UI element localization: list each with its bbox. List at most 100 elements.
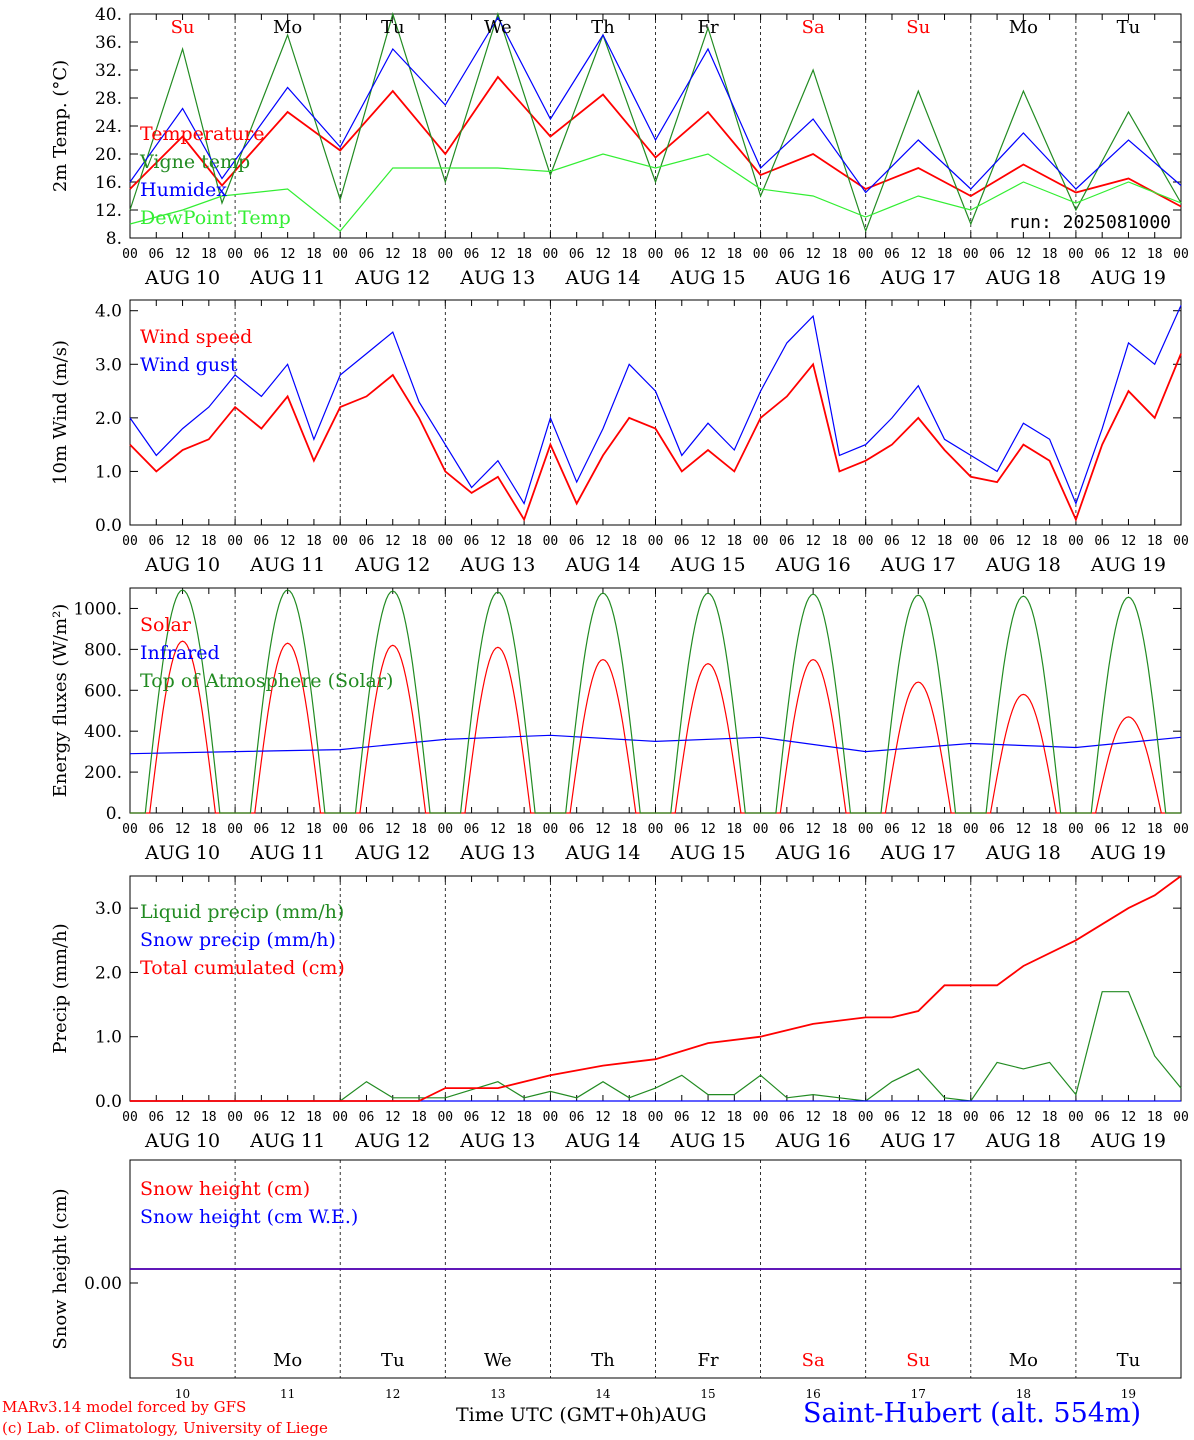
hour-tick-label: 00: [122, 822, 138, 837]
y-tick-label: 400.: [84, 722, 122, 742]
hour-tick-label: 12: [805, 822, 821, 837]
panel-2: [129, 299, 1182, 526]
y-axis-label: 10m Wind (m/s): [50, 340, 71, 485]
hour-tick-label: 00: [122, 1110, 138, 1125]
y-tick-label: 3.0: [95, 899, 122, 919]
hour-tick-label: 18: [937, 1110, 953, 1125]
hour-tick-label: 12: [385, 534, 401, 549]
hour-tick-label: 18: [201, 534, 217, 549]
hour-tick-label: 12: [805, 534, 821, 549]
day-label: AUG 13: [459, 1130, 535, 1152]
hour-tick-label: 18: [1042, 247, 1058, 262]
day-label: AUG 18: [985, 554, 1061, 576]
series-line: [129, 353, 1182, 523]
hour-tick-label: 18: [201, 247, 217, 262]
hour-tick-label: 12: [700, 1110, 716, 1125]
day-number: 15: [700, 1387, 715, 1401]
series-line: [129, 153, 1182, 232]
hour-tick-label: 18: [726, 247, 742, 262]
hour-tick-label: 00: [963, 1110, 979, 1125]
y-tick-label: 36.: [95, 33, 122, 53]
y-axis-label: Energy fluxes (W/m²): [50, 604, 71, 798]
weekday-label: Tu: [381, 17, 405, 38]
y-tick-label: 2.0: [95, 963, 122, 983]
hour-tick-label: 06: [674, 534, 690, 549]
day-label: AUG 12: [354, 267, 430, 289]
hour-tick-label: 06: [254, 1110, 270, 1125]
series-line: [130, 589, 1181, 814]
hour-tick-label: 18: [832, 247, 848, 262]
day-label: AUG 15: [669, 267, 745, 289]
hour-tick-label: 00: [858, 1110, 874, 1125]
day-label: AUG 10: [144, 842, 220, 864]
weekday-label: Mo: [273, 1350, 302, 1371]
y-tick-label: 0.: [106, 804, 122, 824]
series-line: [129, 11, 1182, 233]
hour-tick-label: 00: [1173, 822, 1189, 837]
panel-4: [129, 875, 1182, 1102]
hour-tick-label: 00: [1068, 822, 1084, 837]
hour-tick-label: 00: [1068, 1110, 1084, 1125]
legend-entry: Top of Atmosphere (Solar): [140, 670, 393, 692]
day-number: 17: [911, 1387, 926, 1401]
hour-tick-label: 00: [648, 534, 664, 549]
day-label: AUG 15: [669, 554, 745, 576]
hour-tick-label: 00: [858, 822, 874, 837]
weekday-label: Sa: [802, 1350, 825, 1371]
hour-tick-label: 12: [280, 1110, 296, 1125]
hour-tick-label: 12: [175, 822, 191, 837]
y-tick-label: 4.0: [95, 302, 122, 322]
hour-tick-label: 12: [700, 822, 716, 837]
weekday-label: Th: [591, 1350, 615, 1371]
hour-tick-label: 00: [332, 822, 348, 837]
hour-tick-label: 12: [280, 247, 296, 262]
day-label: AUG 16: [775, 1130, 851, 1152]
day-label: AUG 10: [144, 267, 220, 289]
hour-tick-label: 00: [1068, 534, 1084, 549]
y-tick-label: 12.: [95, 201, 122, 221]
weekday-label: Su: [906, 17, 930, 38]
hour-tick-label: 00: [648, 247, 664, 262]
hour-tick-label: 12: [490, 822, 506, 837]
hour-tick-label: 06: [779, 534, 795, 549]
hour-tick-label: 18: [621, 822, 637, 837]
hour-tick-label: 06: [359, 247, 375, 262]
hour-tick-label: 00: [963, 247, 979, 262]
station-name: Saint-Hubert (alt. 554m): [803, 1398, 1142, 1429]
hour-tick-label: 12: [595, 1110, 611, 1125]
y-tick-label: 1.0: [95, 1028, 122, 1048]
weekday-label: Sa: [802, 17, 825, 38]
hour-tick-label: 00: [332, 247, 348, 262]
legend-entry: Temperature: [140, 123, 264, 145]
weekday-label: Mo: [273, 17, 302, 38]
y-tick-label: 1000.: [73, 599, 122, 619]
hour-tick-label: 18: [726, 534, 742, 549]
hour-tick-label: 06: [148, 534, 164, 549]
hour-tick-label: 12: [910, 822, 926, 837]
hour-tick-label: 18: [621, 534, 637, 549]
weekday-label: Tu: [381, 1350, 405, 1371]
day-label: AUG 13: [459, 267, 535, 289]
hour-tick-label: 00: [122, 534, 138, 549]
hour-tick-label: 18: [726, 822, 742, 837]
hour-tick-label: 00: [543, 822, 559, 837]
day-label: AUG 19: [1090, 1130, 1166, 1152]
day-label: AUG 14: [564, 1130, 640, 1152]
day-label: AUG 12: [354, 1130, 430, 1152]
day-label: AUG 12: [354, 554, 430, 576]
hour-tick-label: 12: [805, 247, 821, 262]
hour-tick-label: 06: [1094, 534, 1110, 549]
y-tick-label: 3.0: [95, 355, 122, 375]
hour-tick-label: 18: [726, 1110, 742, 1125]
hour-tick-label: 18: [1147, 247, 1163, 262]
y-tick-label: 0.0: [95, 516, 122, 536]
hour-tick-label: 00: [753, 247, 769, 262]
weekday-label: We: [484, 1350, 512, 1371]
day-label: AUG 11: [249, 267, 325, 289]
day-number: 13: [490, 1387, 505, 1401]
day-label: AUG 15: [669, 842, 745, 864]
hour-tick-label: 18: [621, 247, 637, 262]
hour-tick-label: 06: [989, 247, 1005, 262]
hour-tick-label: 18: [832, 822, 848, 837]
hour-tick-label: 18: [516, 247, 532, 262]
